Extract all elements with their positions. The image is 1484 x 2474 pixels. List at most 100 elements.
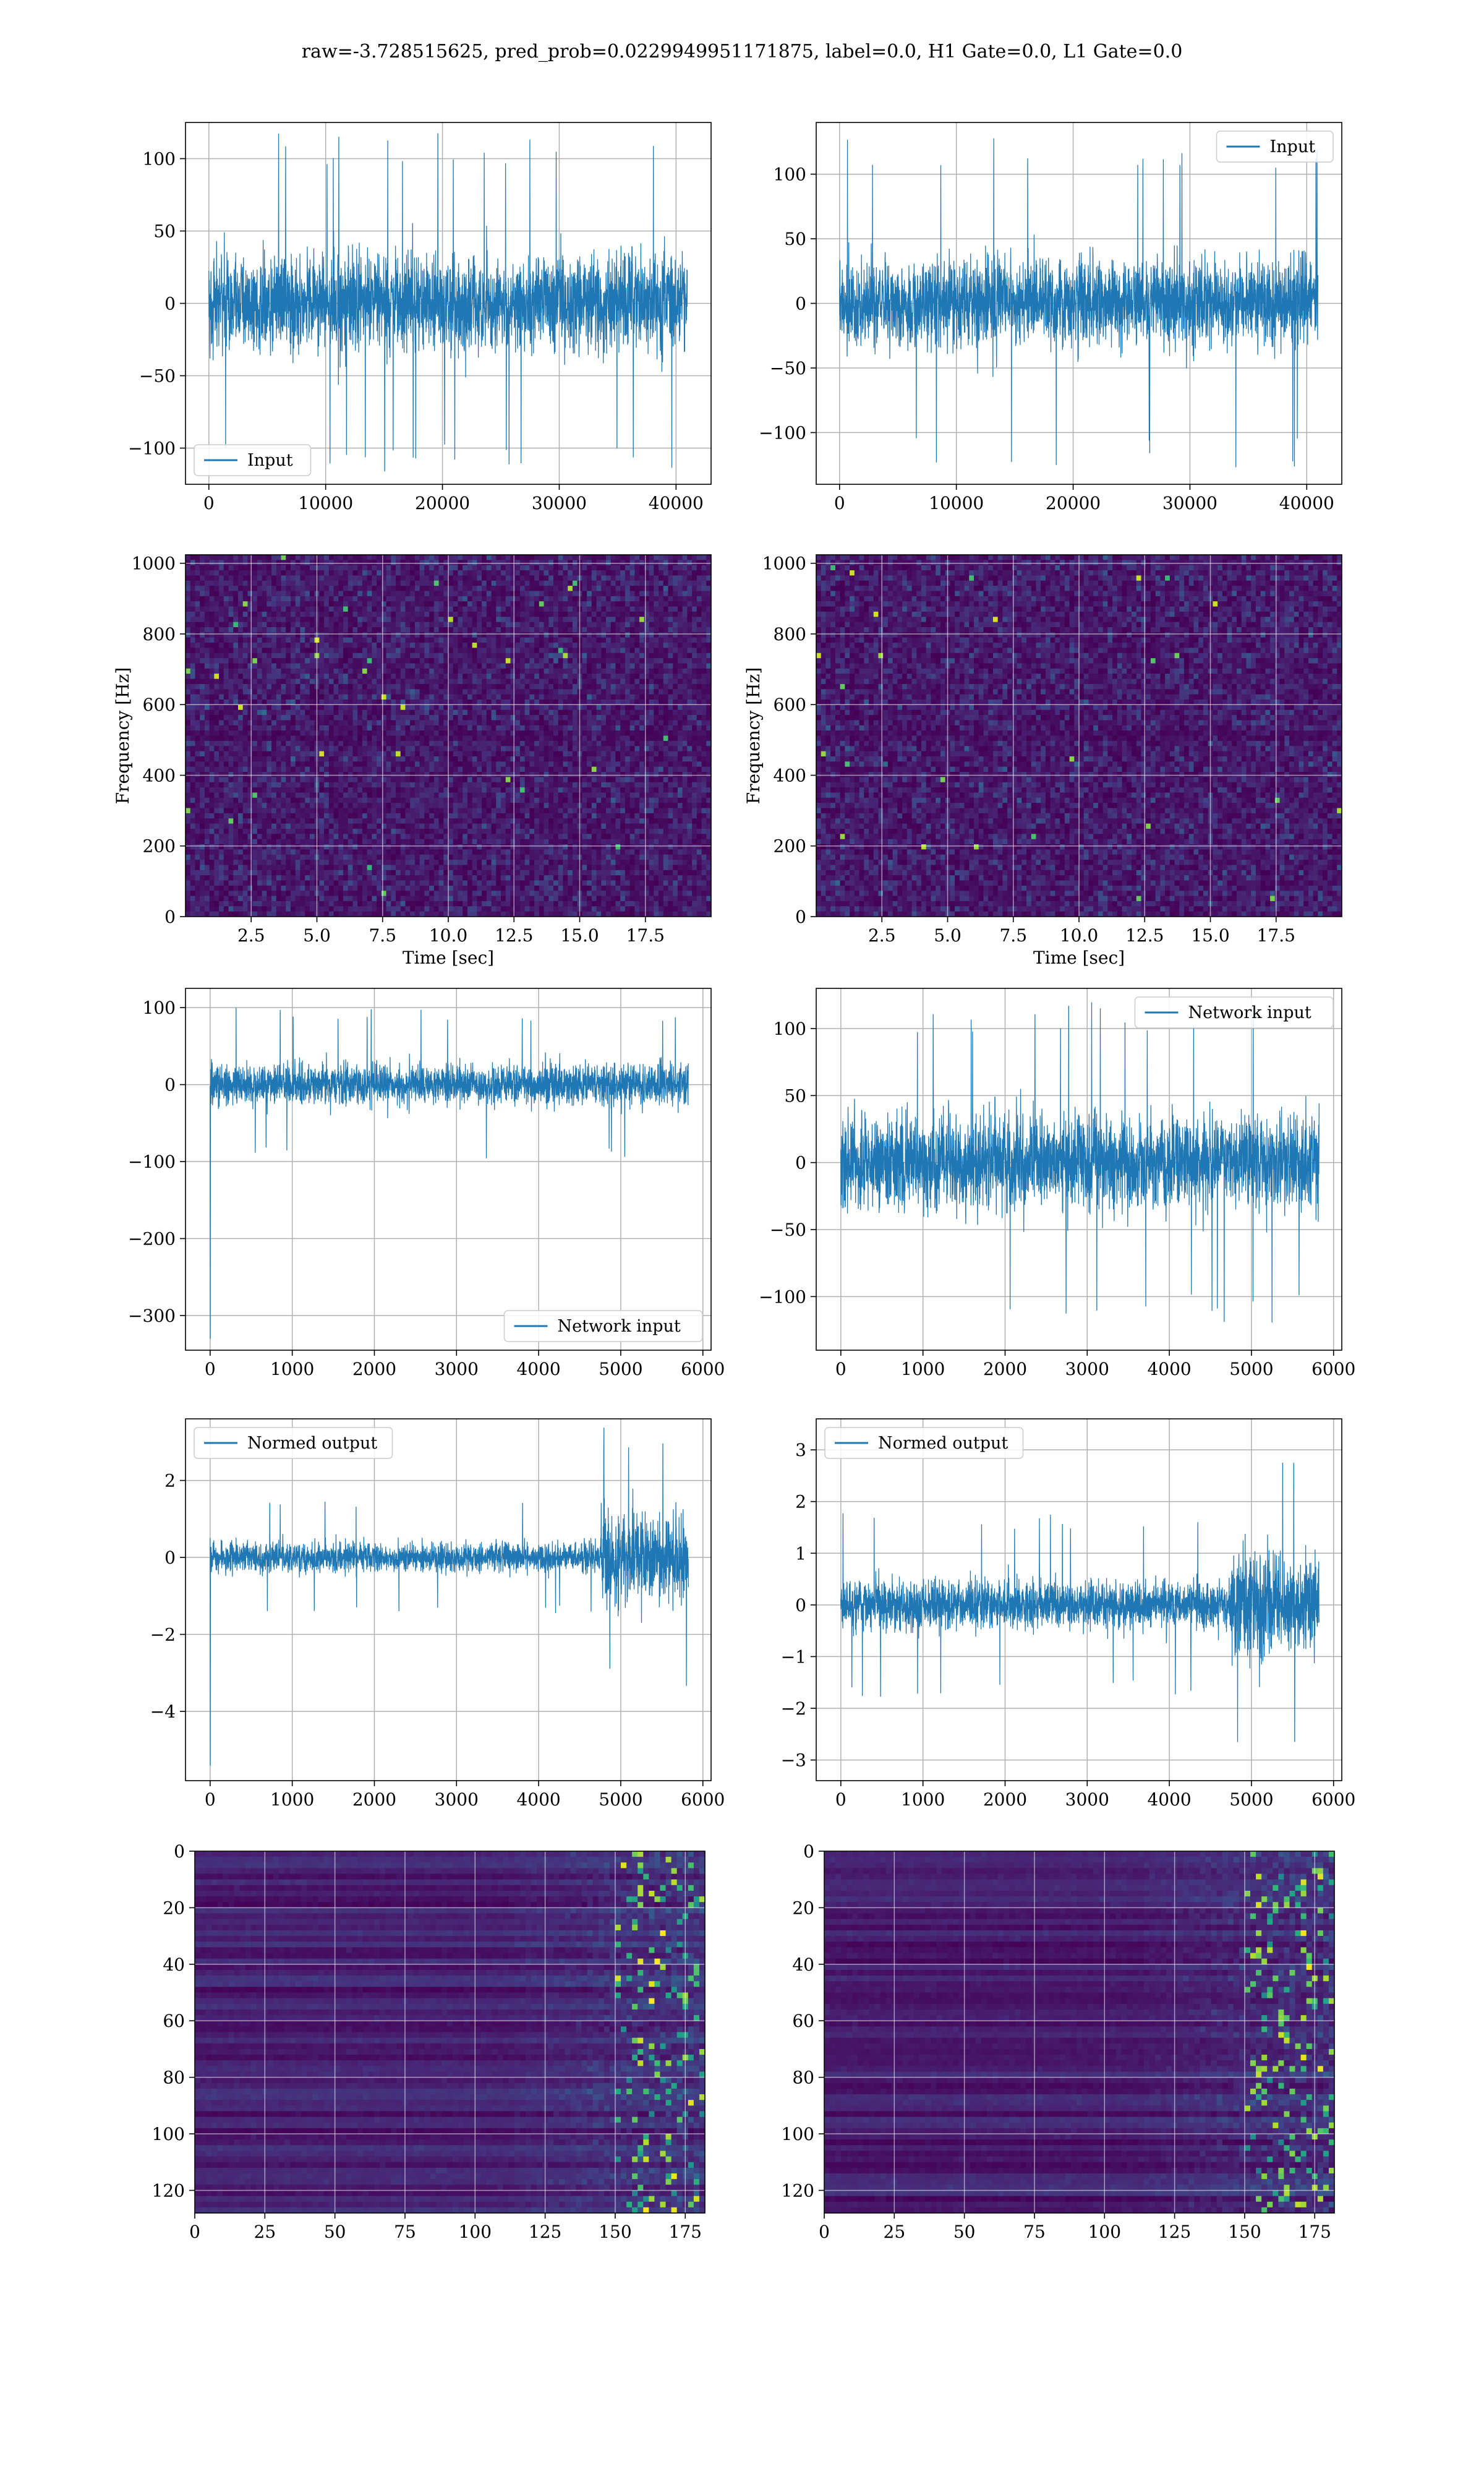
heatmap-cell — [195, 632, 200, 638]
heatmap-cell — [596, 694, 602, 700]
heatmap-cell — [696, 751, 702, 757]
heatmap-cell — [424, 730, 430, 737]
heatmap-cell — [519, 653, 526, 659]
heatmap-cell — [362, 720, 368, 726]
heatmap-cell — [386, 683, 391, 690]
heatmap-cell — [200, 694, 205, 700]
heatmap-cell — [223, 668, 229, 674]
heatmap-cell — [519, 694, 526, 700]
heatmap-cell — [491, 617, 497, 623]
heatmap-cell — [615, 622, 621, 628]
heatmap-cell — [524, 704, 530, 711]
heatmap-cell — [692, 725, 697, 731]
heatmap-cell — [319, 777, 325, 783]
heatmap-cell — [505, 560, 511, 566]
heatmap-cell — [357, 663, 363, 669]
heatmap-cell — [682, 658, 688, 664]
heatmap-cell — [519, 668, 526, 674]
heatmap-cell — [338, 580, 344, 586]
heatmap-cell — [276, 627, 282, 633]
heatmap-cell — [606, 648, 612, 654]
heatmap-cell — [582, 632, 587, 638]
heatmap-cell — [453, 565, 459, 571]
heatmap-cell — [625, 586, 631, 592]
heatmap-cell — [524, 674, 530, 680]
heatmap-cell — [553, 756, 559, 762]
heatmap-cell — [429, 730, 435, 737]
heatmap-cell — [486, 720, 492, 726]
heatmap-cell — [687, 709, 693, 716]
heatmap-cell — [601, 653, 607, 659]
heatmap-cell — [501, 782, 506, 788]
heatmap-cell — [596, 704, 602, 711]
heatmap-cell — [200, 782, 205, 788]
heatmap-cell — [223, 643, 229, 649]
heatmap-cell — [463, 596, 468, 602]
heatmap-cell — [519, 632, 526, 638]
heatmap-cell — [204, 777, 210, 783]
heatmap-cell — [386, 704, 391, 711]
heatmap-cell — [563, 668, 568, 674]
y-tick-label: 0 — [795, 294, 806, 314]
heatmap-cell — [223, 575, 229, 581]
heatmap-cell — [343, 632, 349, 638]
heatmap-cell — [659, 746, 664, 752]
heatmap-cell — [553, 617, 559, 623]
heatmap-cell — [544, 658, 549, 664]
heatmap-cell — [295, 622, 301, 628]
heatmap-cell — [410, 601, 416, 607]
heatmap-cell — [433, 560, 440, 566]
heatmap-cell — [606, 663, 612, 669]
heatmap-cell — [328, 622, 335, 628]
heatmap-cell — [534, 689, 540, 695]
heatmap-cell — [668, 601, 673, 607]
heatmap-cell — [563, 565, 568, 571]
heatmap-cell — [276, 751, 282, 757]
heatmap-cell — [209, 709, 215, 716]
heatmap-cell — [286, 560, 291, 566]
heatmap-cell — [659, 648, 664, 654]
heatmap-cell — [377, 565, 382, 571]
heatmap-cell — [219, 591, 224, 597]
heatmap-cell — [696, 570, 702, 576]
heatmap-cell — [606, 658, 612, 664]
heatmap-cell — [372, 730, 377, 737]
heatmap-cell — [524, 643, 530, 649]
heatmap-cell — [262, 586, 267, 592]
heatmap-cell — [677, 555, 683, 560]
heatmap-cell — [247, 653, 253, 659]
heatmap-cell — [539, 735, 545, 742]
heatmap-cell — [391, 586, 396, 592]
heatmap-cell — [200, 648, 205, 654]
heatmap-cell — [663, 704, 669, 711]
heatmap-cell — [663, 735, 669, 742]
heatmap-cell — [305, 777, 310, 783]
heatmap-cell — [262, 601, 267, 607]
heatmap-cell — [629, 678, 635, 685]
heatmap-cell — [438, 606, 444, 612]
heatmap-cell — [682, 766, 688, 773]
heatmap-cell — [467, 761, 473, 768]
heatmap-cell — [482, 777, 487, 783]
heatmap-cell — [534, 746, 540, 752]
heatmap-cell — [305, 756, 310, 762]
heatmap-cell — [242, 596, 249, 602]
heatmap-cell — [558, 627, 564, 633]
heatmap-cell — [204, 709, 210, 716]
heatmap-cell — [352, 689, 358, 695]
heatmap-cell — [405, 730, 411, 737]
heatmap-cell — [558, 601, 564, 607]
heatmap-cell — [610, 606, 616, 612]
heatmap-cell — [544, 720, 549, 726]
heatmap-cell — [357, 653, 363, 659]
heatmap-cell — [582, 746, 587, 752]
heatmap-cell — [701, 622, 707, 628]
heatmap-cell — [458, 700, 463, 705]
heatmap-cell — [519, 704, 526, 711]
heatmap-cell — [348, 751, 354, 757]
heatmap-cell — [467, 632, 473, 638]
heatmap-cell — [200, 746, 205, 752]
heatmap-cell — [548, 632, 554, 638]
heatmap-cell — [300, 663, 305, 669]
heatmap-cell — [496, 627, 501, 633]
